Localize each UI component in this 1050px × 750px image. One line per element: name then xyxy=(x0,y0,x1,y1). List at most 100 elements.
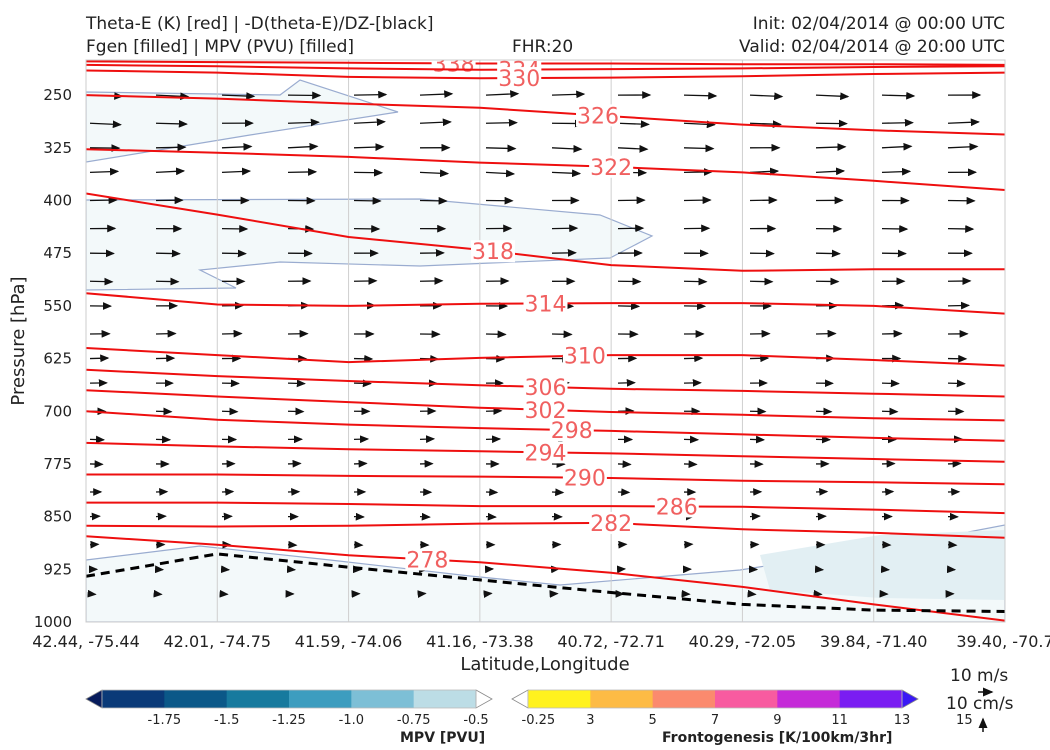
y-tick-label: 550 xyxy=(43,297,72,315)
fgen-colorbar-tick-label: 15 xyxy=(956,713,973,728)
contour-label-bg xyxy=(549,419,594,442)
mpv-colorbar-title: MPV [PVU] xyxy=(400,730,485,746)
mpv-colorbar-segment xyxy=(164,690,228,708)
mpv-colorbar-tick-label: -0.25 xyxy=(522,713,556,728)
wind-arrow xyxy=(221,142,253,151)
wind-arrow xyxy=(551,144,583,153)
wind-arrow xyxy=(89,167,120,176)
wind-arrow xyxy=(221,92,256,100)
fgen-colorbar-tick-label: 5 xyxy=(649,713,657,728)
x-tick-label: 42.44, -75.44 xyxy=(32,632,140,651)
valid-time: Valid: 02/04/2014 @ 20:00 UTC xyxy=(739,37,1005,57)
wind-arrow xyxy=(287,142,319,151)
wind-arrow xyxy=(617,120,650,128)
mpv-colorbar-segment xyxy=(413,690,477,708)
theta-e-contour-label: 330 xyxy=(498,67,540,92)
theta-e-contour xyxy=(86,410,1005,442)
contour-label-bg xyxy=(523,376,568,399)
wind-reference-horizontal: 10 m/s xyxy=(950,666,1008,686)
x-tick-label: 41.16, -73.38 xyxy=(426,632,534,651)
wind-arrow xyxy=(749,167,780,176)
wind-arrow xyxy=(287,118,320,127)
fgen-colorbar-segment xyxy=(715,690,778,708)
wind-arrow xyxy=(419,169,450,178)
mpv-colorbar-extend-right xyxy=(475,689,493,709)
theta-e-contour xyxy=(86,69,1005,80)
theta-e-contour xyxy=(86,63,1005,71)
contour-label-bg xyxy=(523,441,568,464)
fgen-colorbar-segment xyxy=(652,690,716,708)
y-tick-label: 400 xyxy=(43,192,72,210)
x-axis-label: Latitude,Longitude xyxy=(460,654,629,675)
plot-area: 3383343303263223183143103063022982942902… xyxy=(86,60,1005,622)
fgen-colorbar-tick-label: 13 xyxy=(894,713,911,728)
wind-arrow xyxy=(749,120,782,129)
mpv-colorbar-tick-label: -0.75 xyxy=(397,713,431,728)
y-tick-label: 475 xyxy=(43,244,72,262)
wind-arrow xyxy=(89,120,122,129)
wind-arrow xyxy=(155,119,188,128)
theta-e-contour xyxy=(86,192,1005,272)
fgen-colorbar-extend-left xyxy=(511,689,529,709)
contour-label-bg xyxy=(589,155,634,178)
wind-arrow xyxy=(155,143,187,152)
fgen-colorbar-segment xyxy=(839,690,903,708)
dtheta-dz-zero-line xyxy=(86,552,1005,613)
x-tick-label: 42.01, -74.75 xyxy=(164,632,272,651)
chart-title-line-1: Theta-E (K) [red] | -D(theta-E)/DZ-[blac… xyxy=(86,14,434,34)
y-tick-label: 775 xyxy=(43,455,72,473)
wind-arrow xyxy=(485,169,516,178)
mpv-colorbar-tick-label: -1.5 xyxy=(214,713,239,728)
y-tick-label: 925 xyxy=(43,560,72,578)
contour-label-bg xyxy=(470,240,515,263)
mpv-colorbar-segment xyxy=(102,690,165,708)
forecast-hour: FHR:20 xyxy=(512,37,574,57)
wind-arrow xyxy=(353,118,386,127)
theta-e-contour-label: 282 xyxy=(590,512,632,537)
theta-e-contour xyxy=(86,535,1005,622)
mpv-colorbar-tick-label: -1.75 xyxy=(148,713,182,728)
wind-arrow xyxy=(287,168,318,176)
wind-arrow xyxy=(815,167,846,176)
fgen-colorbar-frame xyxy=(527,689,903,709)
theta-e-contour-label: 326 xyxy=(577,104,619,129)
theta-e-contour xyxy=(86,473,1005,486)
wind-arrow xyxy=(881,91,916,100)
theta-e-contour xyxy=(86,94,1005,136)
mpv-colorbar-frame xyxy=(101,689,477,709)
theta-e-contour xyxy=(86,60,1005,66)
contour-label-bg xyxy=(562,466,607,489)
wind-arrow xyxy=(683,144,715,153)
theta-e-contour xyxy=(86,347,1005,367)
mpv-colorbar-tick-label: -0.5 xyxy=(463,713,488,728)
theta-e-contour xyxy=(86,521,1005,539)
fgen-colorbar-tick-label: 7 xyxy=(711,713,719,728)
x-tick-label: 39.84, -71.40 xyxy=(820,632,928,651)
contour-label-bg xyxy=(405,548,450,571)
fgen-colorbar-segment xyxy=(590,690,654,708)
plot-frame xyxy=(85,59,1006,623)
y-tick-label: 850 xyxy=(43,508,72,526)
contour-label-bg xyxy=(523,398,568,421)
y-tick-label: 1000 xyxy=(34,613,72,631)
contour-label-bg xyxy=(589,511,634,534)
mpv-shaded-region xyxy=(86,79,399,163)
wind-arrow xyxy=(221,167,252,176)
wind-arrow xyxy=(353,143,385,151)
fgen-colorbar-tick-label: 9 xyxy=(773,713,781,728)
init-time: Init: 02/04/2014 @ 00:00 UTC xyxy=(752,14,1005,34)
wind-arrow xyxy=(881,142,913,151)
contour-label-bg xyxy=(576,104,621,127)
x-tick-label: 40.29, -72.05 xyxy=(689,632,797,651)
wind-arrow xyxy=(683,91,718,100)
mpv-colorbar-tick-label: -1.25 xyxy=(272,713,306,728)
theta-e-contour-label: 278 xyxy=(406,548,448,573)
x-tick-label: 39.40, -70.7 xyxy=(956,632,1050,651)
fgen-colorbar-segment xyxy=(777,690,841,708)
theta-e-contour xyxy=(86,148,1005,191)
colorbars: -1.75 -1.5 -1.25 -1.0 -0.75 -0.5 -0.25 3 5 7 9 11 13… xyxy=(85,689,973,728)
y-tick-label: 625 xyxy=(43,350,72,368)
wind-arrow xyxy=(815,92,850,101)
y-tick-label: 250 xyxy=(43,86,72,104)
